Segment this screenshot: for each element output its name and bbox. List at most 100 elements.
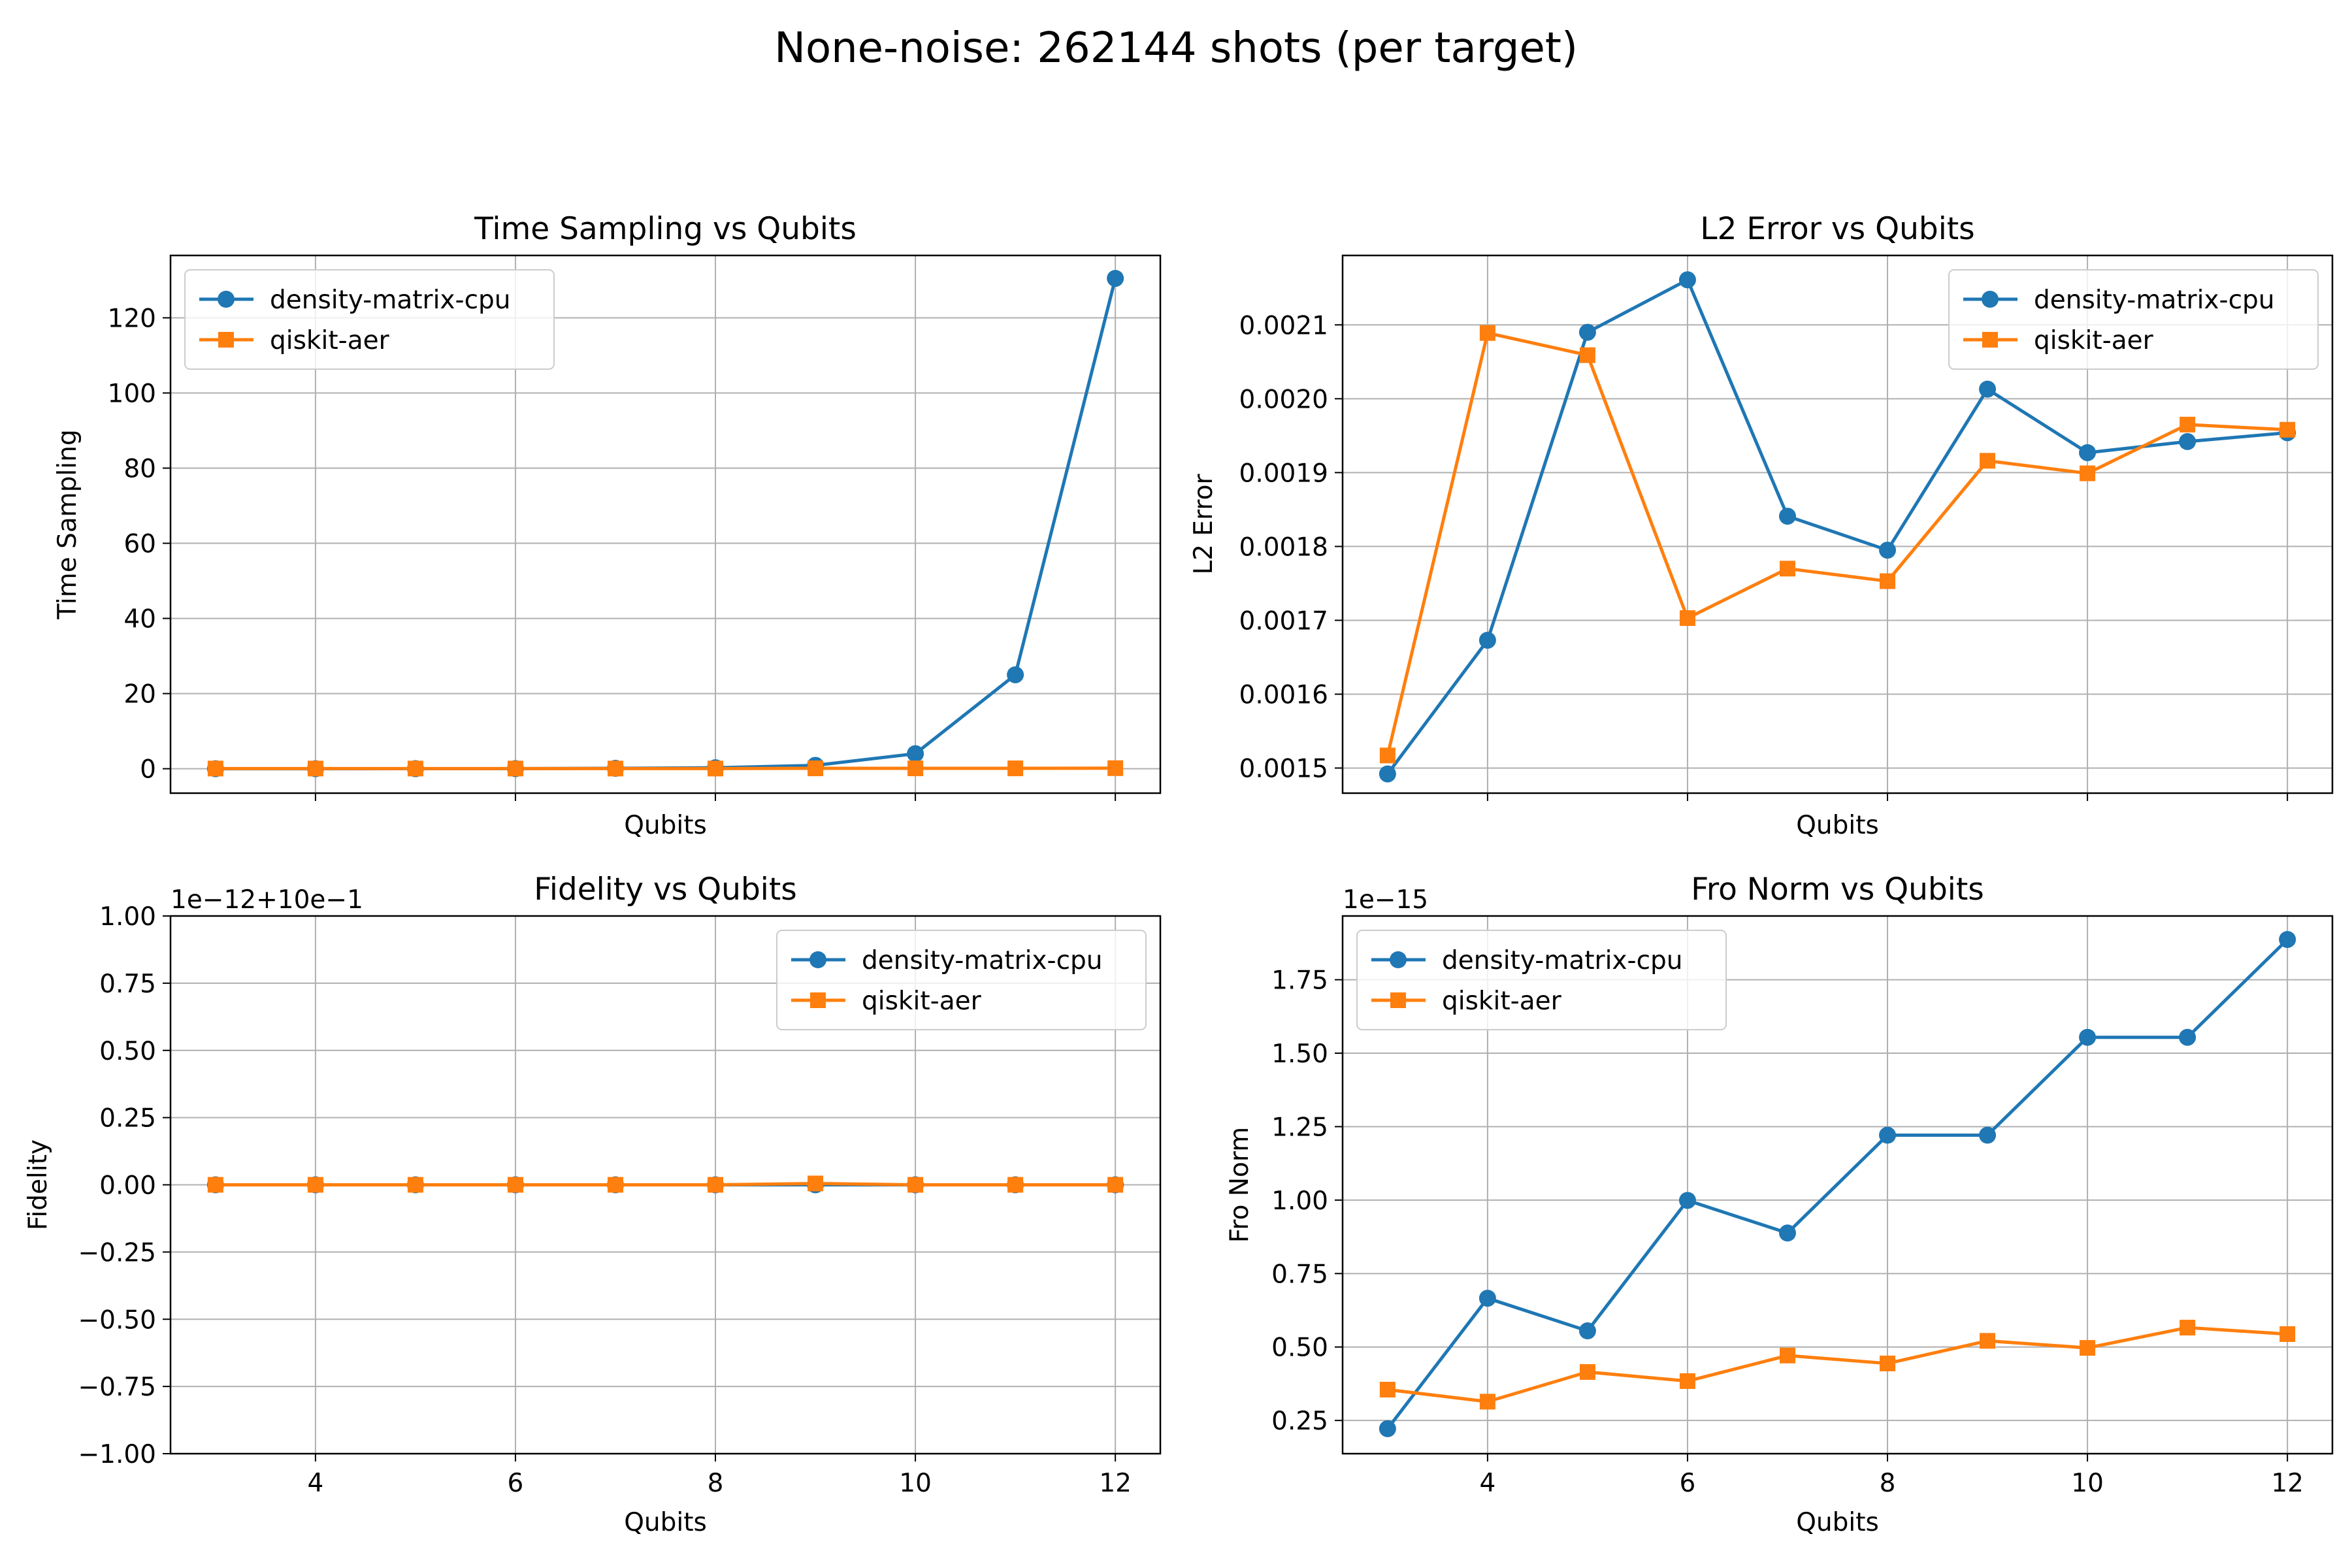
x-tick-label: 12 <box>1099 1469 1132 1498</box>
axes-frame <box>169 254 1162 794</box>
data-point-qiskit-aer <box>607 760 623 777</box>
axis-offset-text: 1e−12+10e−1 <box>171 885 363 915</box>
legend: density-matrix-cpu qiskit-aer <box>184 269 555 370</box>
legend-box <box>1948 269 2319 370</box>
data-point-qiskit-aer <box>1579 347 1595 363</box>
data-point-density-matrix-cpu <box>1007 666 1024 683</box>
legend-label: density-matrix-cpu <box>1442 946 1683 975</box>
data-point-qiskit-aer <box>907 760 924 777</box>
data-point-qiskit-aer <box>207 1177 223 1193</box>
legend: density-matrix-cpu qiskit-aer <box>1948 269 2319 370</box>
chart-title: Fidelity vs Qubits <box>534 872 797 907</box>
data-point-qiskit-aer <box>1779 1347 1795 1364</box>
data-point-qiskit-aer <box>507 760 523 777</box>
legend-marker-qiskit-aer <box>1982 332 1998 348</box>
data-point-qiskit-aer <box>1579 1364 1595 1380</box>
y-tick-label: −0.25 <box>78 1238 156 1267</box>
data-point-qiskit-aer <box>2279 421 2296 438</box>
y-tick-label: 1.25 <box>1271 1113 1328 1142</box>
legend-label: density-matrix-cpu <box>862 946 1103 975</box>
data-point-density-matrix-cpu <box>1578 1322 1596 1340</box>
legend-label: qiskit-aer <box>2034 326 2154 355</box>
y-axis-label: Fro Norm <box>1225 1127 1254 1243</box>
plot-area <box>206 1175 1124 1194</box>
y-tick-label: 0.75 <box>99 970 156 999</box>
data-point-density-matrix-cpu <box>1879 1126 1897 1144</box>
data-point-qiskit-aer <box>1880 1355 1896 1371</box>
panel-time: 0 20 40 60 80 100 120 Time Sampling vs Qubits Qu… <box>53 211 1162 840</box>
data-point-qiskit-aer <box>307 1177 323 1193</box>
y-tick-label: 0.75 <box>1271 1260 1328 1289</box>
x-tick-label: 10 <box>2071 1469 2104 1498</box>
data-point-qiskit-aer <box>808 1175 824 1192</box>
data-point-qiskit-aer <box>708 1177 724 1193</box>
data-point-qiskit-aer <box>808 760 824 777</box>
legend-box <box>184 269 555 370</box>
legend-label: density-matrix-cpu <box>270 286 511 315</box>
data-point-qiskit-aer <box>2180 1320 2196 1336</box>
legend-marker-density-matrix-cpu <box>1390 951 1407 968</box>
data-point-qiskit-aer <box>407 760 423 777</box>
x-axis-label: Qubits <box>1796 1508 1879 1537</box>
y-tick-label: 0.0016 <box>1239 681 1328 710</box>
series-line-qiskit-aer <box>1387 1326 2288 1403</box>
data-point-qiskit-aer <box>1007 760 1024 777</box>
x-tick-label: 8 <box>708 1469 724 1498</box>
data-point-density-matrix-cpu <box>1379 765 1396 783</box>
y-tick-label: 1.75 <box>1271 966 1328 996</box>
legend-label: qiskit-aer <box>862 987 982 1016</box>
legend-marker-density-matrix-cpu <box>1982 291 1999 308</box>
data-point-qiskit-aer <box>407 1177 423 1193</box>
data-point-qiskit-aer <box>907 1177 924 1193</box>
data-point-qiskit-aer <box>507 1177 523 1193</box>
data-point-density-matrix-cpu <box>1778 1224 1796 1242</box>
chart-title: L2 Error vs Qubits <box>1700 211 1974 247</box>
data-point-density-matrix-cpu <box>1678 271 1696 289</box>
data-point-density-matrix-cpu <box>2179 433 2197 450</box>
data-point-qiskit-aer <box>1107 760 1124 776</box>
y-tick-label: 0.25 <box>1271 1407 1328 1436</box>
legend-marker-qiskit-aer <box>810 992 826 1008</box>
plot-area <box>1379 271 2296 783</box>
legend-box <box>1356 930 1727 1030</box>
y-tick-label: −1.00 <box>78 1440 156 1469</box>
data-point-density-matrix-cpu <box>1979 1126 1997 1144</box>
data-point-density-matrix-cpu <box>907 745 924 762</box>
data-point-qiskit-aer <box>1980 453 1996 469</box>
data-point-density-matrix-cpu <box>2279 930 2296 948</box>
y-tick-label: 0.0019 <box>1239 459 1328 488</box>
x-tick-label: 4 <box>307 1469 323 1498</box>
data-point-density-matrix-cpu <box>1778 508 1796 525</box>
x-tick-label: 10 <box>899 1469 932 1498</box>
series-line-density-matrix-cpu <box>1386 938 2289 1430</box>
y-axis-label: Fidelity <box>24 1139 53 1230</box>
y-tick-label: 60 <box>123 530 156 559</box>
y-tick-label: 80 <box>123 455 156 484</box>
data-point-qiskit-aer <box>1379 1381 1396 1397</box>
legend-marker-qiskit-aer <box>218 332 234 348</box>
legend-label: density-matrix-cpu <box>2034 286 2275 315</box>
legend-label: qiskit-aer <box>1442 987 1562 1016</box>
axis-offset-text: 1e−15 <box>1343 885 1428 915</box>
legend-marker-density-matrix-cpu <box>809 951 826 968</box>
y-tick-label: −0.75 <box>78 1373 156 1402</box>
data-point-qiskit-aer <box>1880 573 1896 589</box>
axes-frame <box>1341 915 2334 1455</box>
data-point-qiskit-aer <box>1479 1394 1495 1410</box>
data-point-density-matrix-cpu <box>1379 1420 1396 1437</box>
plot-area <box>206 270 1124 777</box>
y-tick-label: −0.50 <box>78 1305 156 1335</box>
legend: density-matrix-cpu qiskit-aer <box>1356 930 1727 1030</box>
panel-fro: 4 6 8 10 12 0.25 0.50 0.75 1.00 1.25 1.50 1.75 Fro N… <box>1225 872 2334 1537</box>
data-point-density-matrix-cpu <box>1107 270 1124 287</box>
y-tick-label: 1.50 <box>1271 1039 1328 1069</box>
data-point-qiskit-aer <box>2080 1340 2096 1356</box>
data-point-density-matrix-cpu <box>2079 444 2097 461</box>
axes-frame <box>1341 254 2334 794</box>
data-point-qiskit-aer <box>307 760 323 777</box>
y-axis-label: L2 Error <box>1189 474 1218 575</box>
legend-marker-density-matrix-cpu <box>218 291 235 308</box>
axes-frame <box>169 915 1162 1455</box>
data-point-qiskit-aer <box>1679 610 1695 627</box>
